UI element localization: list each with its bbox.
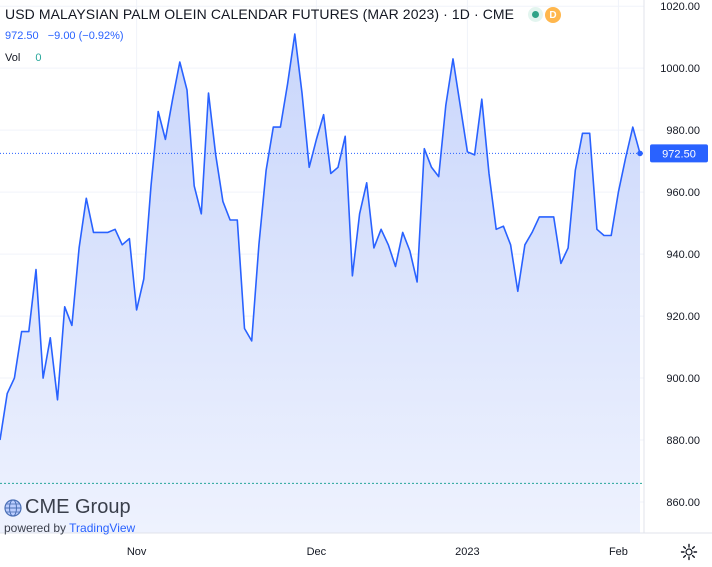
y-tick-label: 960.00 bbox=[666, 187, 700, 199]
price-change: −9.00 (−0.92%) bbox=[47, 30, 124, 42]
y-tick-label: 940.00 bbox=[666, 249, 700, 261]
y-tick-label: 860.00 bbox=[666, 497, 700, 509]
time-axis[interactable]: Nov Dec 2023 Feb bbox=[127, 546, 628, 558]
cme-logo[interactable]: CME Group powered by TradingView bbox=[4, 496, 135, 535]
x-tick-label: 2023 bbox=[455, 546, 479, 558]
y-tick-label: 900.00 bbox=[666, 373, 700, 385]
delayed-badge: D bbox=[545, 7, 561, 24]
y-tick-label: 1020.00 bbox=[660, 1, 700, 13]
volume-label: Vol bbox=[5, 52, 21, 64]
price-axis[interactable]: 860.00 880.00 900.00 920.00 940.00 960.00 980.… bbox=[660, 1, 700, 509]
last-price: 972.50 bbox=[5, 30, 39, 42]
tradingview-link[interactable]: TradingView bbox=[69, 521, 136, 535]
y-tick-label: 880.00 bbox=[666, 435, 700, 447]
price-area bbox=[0, 34, 640, 533]
last-price-marker bbox=[637, 150, 643, 157]
price-readout: 972.50 −9.00 (−0.92%) bbox=[5, 30, 124, 42]
last-price-tag: 972.50 bbox=[650, 144, 708, 163]
volume-value: 0 bbox=[35, 52, 42, 64]
last-price-tag-label: 972.50 bbox=[662, 148, 696, 160]
y-tick-label: 920.00 bbox=[666, 311, 700, 323]
logo-text: CME Group bbox=[25, 496, 131, 518]
chart-legend: USD MALAYSIAN PALM OLEIN CALENDAR FUTURE… bbox=[5, 6, 561, 24]
settings-gear-icon[interactable] bbox=[680, 543, 698, 561]
y-tick-label: 980.00 bbox=[666, 125, 700, 137]
powered-by: powered by TradingView bbox=[4, 521, 135, 535]
x-tick-label: Feb bbox=[609, 546, 628, 558]
x-tick-label: Nov bbox=[127, 546, 147, 558]
globe-icon bbox=[4, 498, 22, 517]
x-tick-label: Dec bbox=[307, 546, 327, 558]
chart-title: USD MALAYSIAN PALM OLEIN CALENDAR FUTURE… bbox=[5, 6, 515, 22]
powered-by-label: powered by bbox=[4, 521, 67, 535]
price-line-series bbox=[0, 33, 641, 441]
volume-readout: Vol 0 bbox=[5, 52, 41, 64]
status-indicators: D bbox=[528, 7, 561, 24]
market-status-icon bbox=[528, 7, 543, 23]
y-tick-label: 1000.00 bbox=[660, 63, 700, 75]
